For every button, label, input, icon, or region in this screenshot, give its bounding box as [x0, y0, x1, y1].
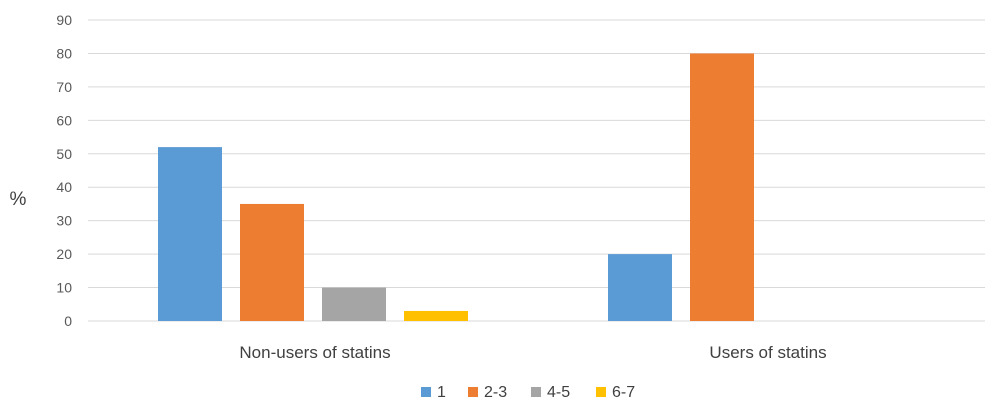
x-category-label: Users of statins: [709, 343, 826, 362]
y-tick-label: 60: [56, 112, 72, 128]
y-axis-ticks: 0 10 20 30 40 50 60 70 80 90: [56, 12, 72, 329]
bar-non-users-series-2-3: [240, 203, 304, 321]
legend-swatch: [596, 387, 606, 397]
legend-label: 4-5: [547, 384, 570, 401]
bar-users-series-1: [608, 254, 672, 321]
bar-non-users-series-1: [158, 147, 222, 321]
y-tick-label: 70: [56, 79, 72, 95]
legend-label: 2-3: [484, 384, 507, 401]
legend-swatch: [468, 387, 478, 397]
bar-users-series-2-3: [690, 53, 754, 321]
x-axis-categories: Non-users of statins Users of statins: [239, 343, 826, 362]
y-tick-label: 0: [64, 313, 72, 329]
legend: 1 2-3 4-5 6-7: [421, 384, 635, 401]
bars: [158, 53, 754, 321]
legend-swatch: [531, 387, 541, 397]
legend-swatch: [421, 387, 431, 397]
y-tick-label: 30: [56, 213, 72, 229]
y-tick-label: 90: [56, 12, 72, 28]
x-category-label: Non-users of statins: [239, 343, 390, 362]
y-tick-label: 80: [56, 45, 72, 61]
legend-label: 1: [437, 384, 446, 401]
y-tick-label: 50: [56, 146, 72, 162]
y-axis-label: %: [10, 189, 27, 210]
y-tick-label: 20: [56, 246, 72, 262]
y-tick-label: 10: [56, 280, 72, 296]
bar-non-users-series-6-7: [404, 310, 468, 321]
gridlines: [88, 19, 985, 322]
bar-non-users-series-4-5: [322, 287, 386, 321]
y-tick-label: 40: [56, 179, 72, 195]
legend-label: 6-7: [612, 384, 635, 401]
